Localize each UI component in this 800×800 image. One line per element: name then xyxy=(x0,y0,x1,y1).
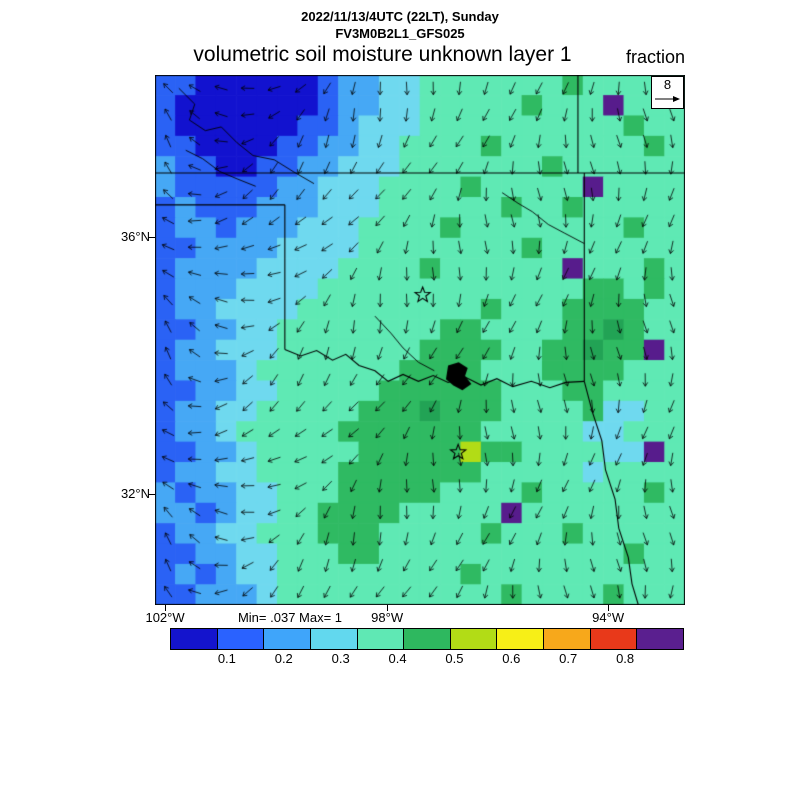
colorbar-segment xyxy=(450,629,498,649)
colorbar-segment xyxy=(217,629,265,649)
colorbar-tick-label: 0.3 xyxy=(331,651,350,666)
colorbar-segment xyxy=(404,629,451,649)
colorbar-tick-label: 0.8 xyxy=(616,651,635,666)
lon-tick-label: 94°W xyxy=(592,610,625,625)
colorbar-segment xyxy=(171,629,218,649)
colorbar-tick-label: 0.4 xyxy=(388,651,407,666)
soil-moisture-map-canvas xyxy=(155,75,685,605)
colorbar-segment xyxy=(637,629,684,649)
colorbar-segment xyxy=(544,629,591,649)
reference-vector-value: 8 xyxy=(663,77,672,92)
lat-tick-mark xyxy=(148,237,155,239)
colorbar-tick-label: 0.2 xyxy=(274,651,293,666)
lon-tick-mark xyxy=(165,605,167,611)
reference-vector-box: 8 xyxy=(651,76,684,109)
colorbar-tick-label: 0.7 xyxy=(559,651,578,666)
lon-tick-mark xyxy=(387,605,389,611)
lat-tick-label: 36°N xyxy=(120,229,150,245)
lon-tick-label: 98°W xyxy=(371,610,404,625)
colorbar-segment xyxy=(497,629,545,649)
colorbar-segment xyxy=(357,629,405,649)
lat-tick-label: 32°N xyxy=(120,486,150,502)
model-line: FV3M0B2L1_GFS025 xyxy=(335,26,465,41)
reference-vector-arrow-icon xyxy=(655,96,680,102)
lon-tick-mark xyxy=(608,605,610,611)
colorbar-segment xyxy=(310,629,358,649)
colorbar-segment xyxy=(264,629,311,649)
date-line: 2022/11/13/4UTC (22LT), Sunday xyxy=(301,9,499,24)
colorbar-tick-label: 0.5 xyxy=(445,651,464,666)
page-title: volumetric soil moisture unknown layer 1 xyxy=(193,43,572,66)
colorbar xyxy=(170,628,684,650)
colorbar-tick-label: 0.1 xyxy=(217,651,236,666)
lat-tick-mark xyxy=(148,494,155,496)
map-plot-area: 8 xyxy=(155,75,685,605)
lon-tick-label: 102°W xyxy=(145,610,185,625)
colorbar-tick-label: 0.6 xyxy=(502,651,521,666)
units-label: fraction xyxy=(625,47,685,67)
colorbar-segment xyxy=(590,629,638,649)
minmax-annotation: Min= .037 Max= 1 xyxy=(237,610,343,625)
